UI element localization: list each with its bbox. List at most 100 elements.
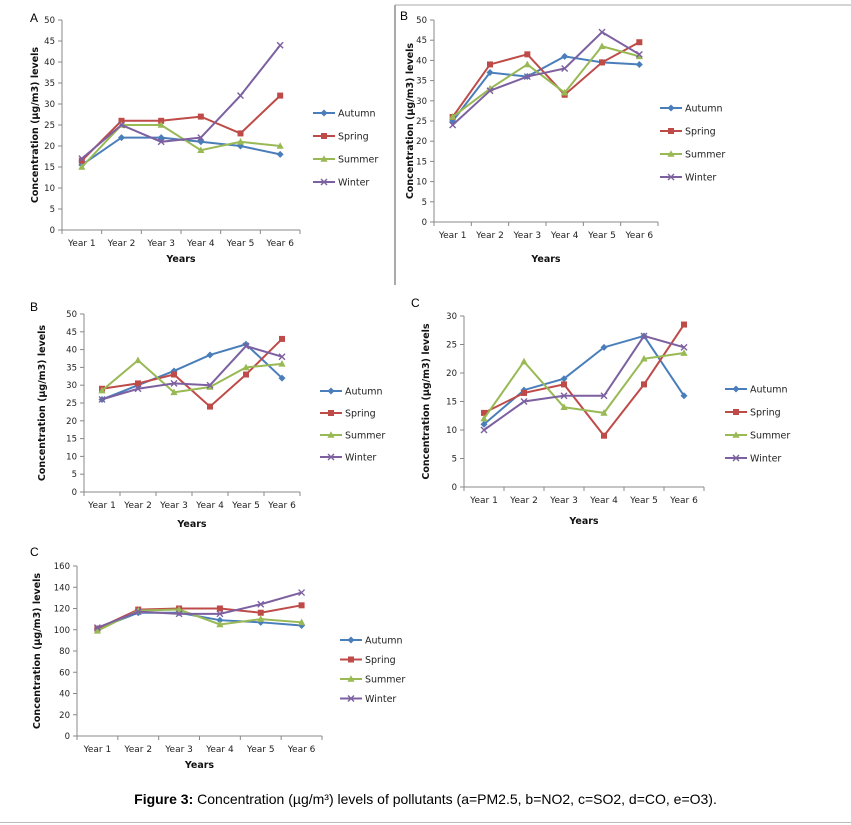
- x-tick-label: Year 3: [513, 231, 542, 241]
- y-tick-label: 20: [446, 369, 457, 379]
- x-tick-label: Year 5: [587, 231, 616, 241]
- x-tick-label: Year 5: [629, 496, 658, 506]
- figure-caption: Figure 3: Concentration (µg/m³) levels o…: [0, 791, 851, 807]
- legend-marker: [327, 431, 335, 438]
- data-point: [134, 356, 142, 364]
- series-line-spring: [451, 41, 640, 118]
- data-point: [207, 403, 213, 410]
- legend-marker: [320, 178, 328, 186]
- data-point: [681, 321, 687, 328]
- y-tick-label: 10: [44, 184, 55, 194]
- y-axis-title: Concentration (µg/m3) levels: [405, 43, 416, 199]
- y-tick-label: 35: [44, 79, 55, 89]
- series-line-spring: [96, 604, 302, 630]
- legend-marker: [348, 656, 354, 663]
- data-point: [598, 28, 606, 36]
- y-tick-label: 5: [72, 470, 77, 480]
- data-point: [560, 375, 568, 383]
- y-tick-label: 30: [446, 312, 457, 322]
- y-axis-title: Concentration (µg/m3) levels: [30, 47, 41, 203]
- y-tick-label: 5: [452, 455, 457, 465]
- series-winter: [98, 342, 286, 403]
- series-spring: [99, 335, 285, 410]
- data-point: [277, 92, 284, 99]
- data-point: [175, 610, 183, 618]
- data-point: [118, 121, 125, 129]
- data-point: [298, 589, 306, 597]
- x-axis-title: Years: [184, 760, 215, 771]
- y-tick-label: 10: [66, 452, 77, 462]
- data-point: [157, 121, 165, 128]
- y-tick-label: 35: [416, 77, 427, 87]
- data-point: [276, 142, 284, 149]
- data-point: [487, 61, 493, 68]
- data-point: [170, 388, 178, 396]
- data-point: [236, 138, 245, 145]
- y-tick-label: 5: [50, 205, 55, 215]
- legend-item-winter: Winter: [320, 453, 376, 464]
- x-tick-label: Year 6: [267, 501, 296, 511]
- data-point: [118, 117, 125, 124]
- x-tick-label: Year 1: [87, 501, 116, 511]
- legend-item-winter: Winter: [313, 178, 369, 189]
- y-tick-label: 0: [452, 483, 457, 493]
- data-point: [600, 392, 608, 400]
- legend: Autumn Spring Summer Winter: [320, 387, 385, 464]
- series-winter: [449, 28, 643, 129]
- legend-item-autumn: Autumn: [320, 387, 383, 398]
- x-tick-label: Year 4: [550, 231, 579, 241]
- x-tick-label: Year 3: [159, 501, 188, 511]
- data-point: [641, 381, 647, 388]
- data-point: [93, 624, 101, 632]
- data-point: [237, 130, 244, 137]
- data-point: [449, 121, 457, 129]
- data-point: [680, 392, 688, 400]
- series-winter: [78, 41, 284, 163]
- y-tick-label: 30: [66, 381, 77, 391]
- y-tick-label: 15: [416, 157, 427, 167]
- legend-marker: [327, 453, 335, 461]
- legend-marker: [667, 173, 675, 181]
- y-tick-label: 25: [66, 399, 77, 409]
- legend-label: Summer: [750, 431, 790, 442]
- y-tick-label: 45: [416, 36, 427, 46]
- data-point: [157, 138, 165, 146]
- data-point: [93, 627, 102, 634]
- chart-panel-1: A 0 5 10 15 20 25 30 35 40 45 50 Year 1 Year 2 Year 3 Y…: [30, 11, 378, 265]
- data-point: [242, 363, 250, 371]
- data-point: [216, 616, 224, 624]
- legend-marker: [667, 150, 675, 157]
- legend-item-autumn: Autumn: [725, 385, 788, 396]
- x-tick-label: Year 4: [186, 239, 215, 249]
- series-line-summer: [96, 608, 302, 632]
- series-winter: [93, 589, 306, 632]
- data-point: [635, 52, 643, 60]
- y-tick-label: 140: [54, 583, 70, 593]
- y-tick-label: 20: [66, 417, 77, 427]
- series-winter: [480, 332, 688, 434]
- data-point: [560, 392, 568, 400]
- legend-label: Spring: [365, 655, 396, 666]
- data-point: [640, 354, 648, 362]
- legend-item-summer: Summer: [725, 431, 790, 442]
- data-point: [197, 134, 205, 142]
- data-point: [481, 409, 487, 416]
- legend-item-winter: Winter: [340, 694, 396, 705]
- data-point: [134, 608, 142, 616]
- y-tick-label: 40: [416, 56, 427, 66]
- x-tick-label: Year 6: [625, 231, 654, 241]
- panel-letter: B: [400, 9, 408, 23]
- legend: Autumn Spring Summer Winter: [660, 104, 725, 184]
- x-tick-label: Year 1: [67, 239, 96, 249]
- data-point: [561, 52, 569, 60]
- legend-marker: [732, 431, 740, 438]
- x-tick-label: Year 3: [549, 496, 578, 506]
- data-point: [600, 409, 608, 416]
- series-spring: [78, 92, 284, 164]
- y-tick-label: 0: [422, 218, 427, 228]
- legend-marker: [732, 385, 740, 393]
- x-axis-title: Years: [165, 254, 196, 265]
- data-point: [257, 615, 265, 622]
- y-tick-label: 50: [66, 310, 77, 320]
